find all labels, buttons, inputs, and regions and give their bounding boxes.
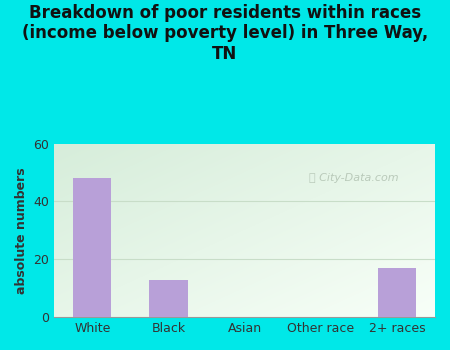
Text: Breakdown of poor residents within races
(income below poverty level) in Three W: Breakdown of poor residents within races…	[22, 4, 428, 63]
Y-axis label: absolute numbers: absolute numbers	[15, 167, 28, 294]
Bar	[73, 178, 112, 317]
Text: ⓘ City-Data.com: ⓘ City-Data.com	[309, 173, 399, 183]
Bar	[149, 280, 188, 317]
Bar	[378, 268, 416, 317]
